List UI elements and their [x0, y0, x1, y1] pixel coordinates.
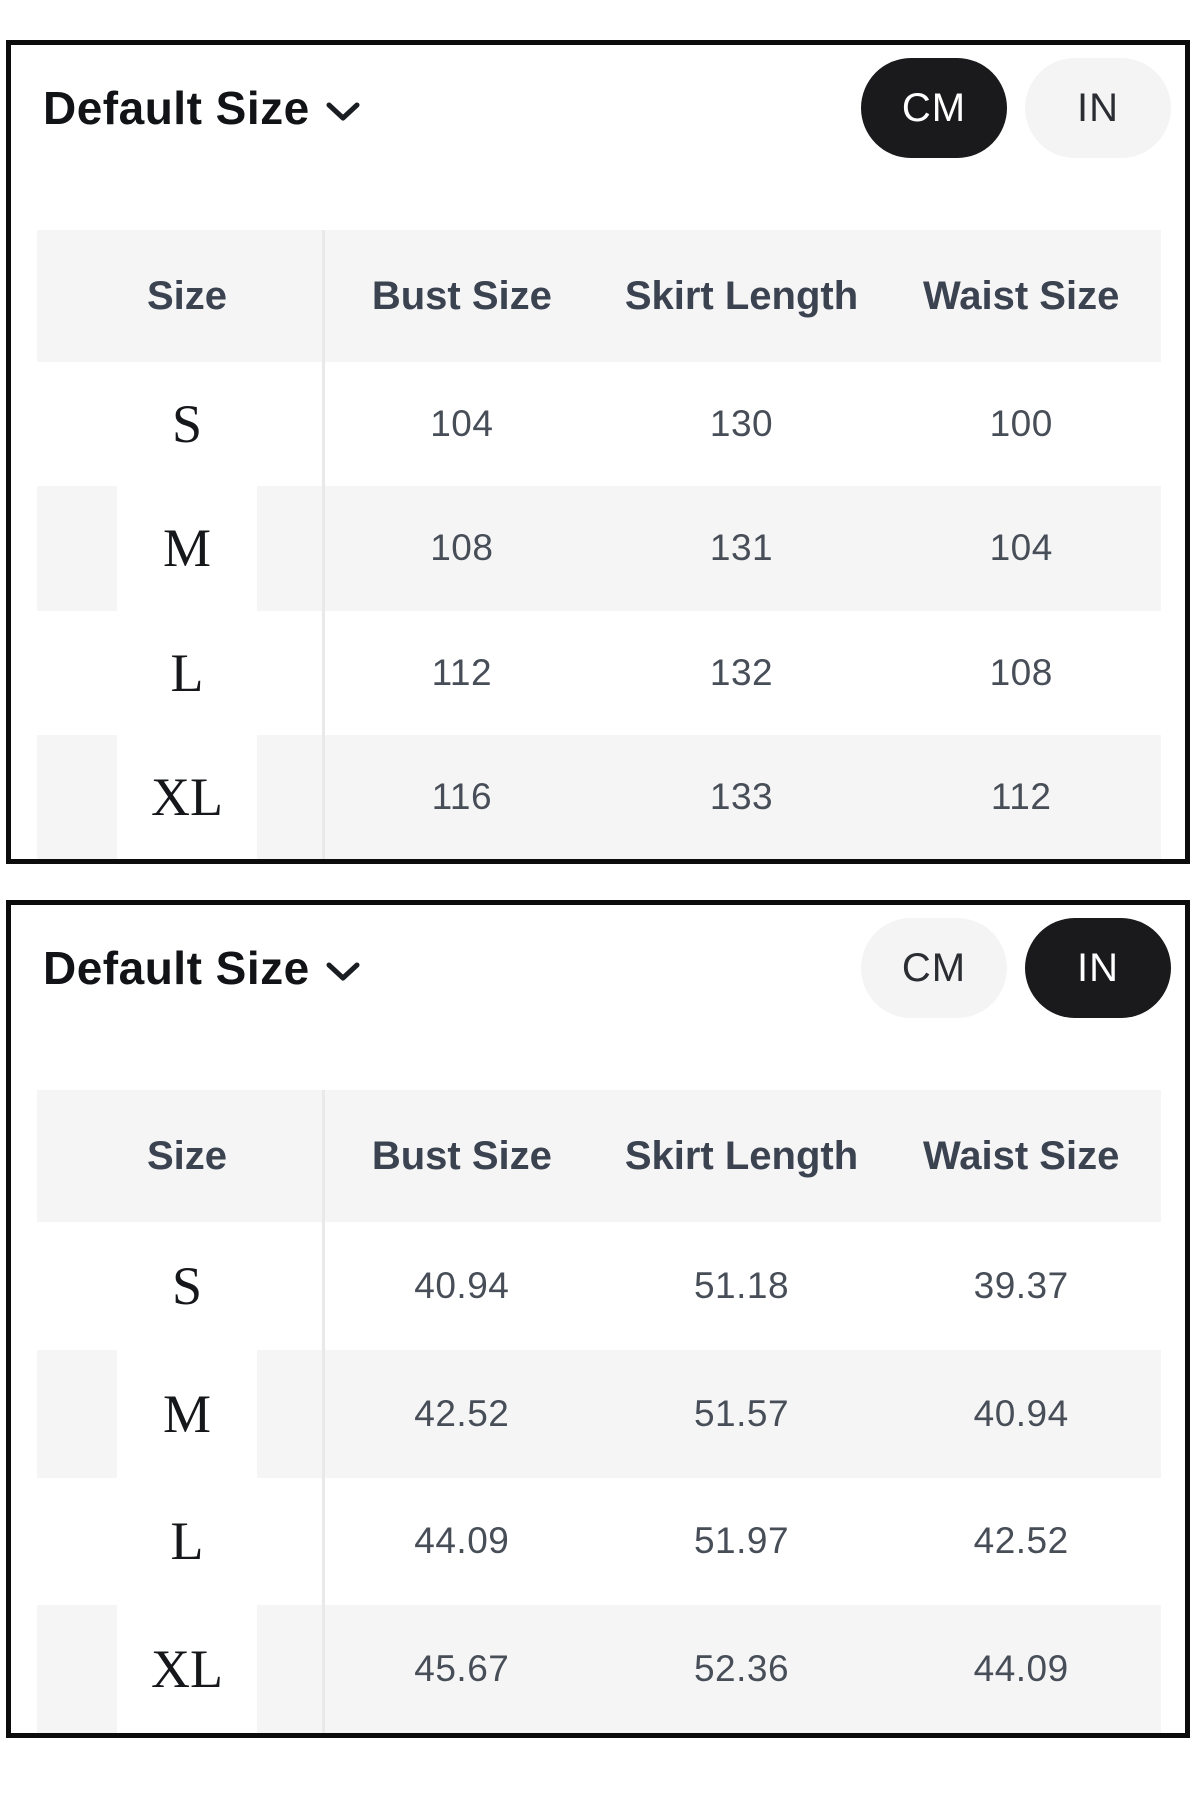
panel-header: Default Size CM IN [11, 45, 1185, 220]
bust-value: 112 [431, 651, 493, 693]
skirt-value: 130 [709, 403, 774, 445]
waist-value: 39.37 [973, 1264, 1069, 1306]
col-header-bust: Bust Size [371, 273, 552, 318]
size-label: L [170, 1511, 204, 1572]
waist-value: 40.94 [973, 1392, 1069, 1434]
table-row: L 44.09 51.97 42.52 [37, 1478, 1161, 1606]
col-header-waist: Waist Size [923, 273, 1120, 318]
table-row: M 42.52 51.57 40.94 [37, 1349, 1161, 1478]
waist-value: 100 [989, 403, 1053, 445]
size-label: L [170, 642, 204, 703]
size-label: M [162, 1383, 211, 1444]
unit-toggle-in[interactable]: IN [1025, 918, 1171, 1018]
skirt-value: 133 [709, 775, 774, 817]
unit-toggle: CM IN [861, 918, 1171, 1018]
table-row: XL 45.67 52.36 44.09 [37, 1605, 1161, 1733]
skirt-value: 51.57 [693, 1392, 790, 1434]
col-header-bust: Bust Size [371, 1133, 552, 1178]
column-divider [322, 1090, 325, 1733]
size-table: Size Bust Size Skirt Length Waist Size S… [37, 230, 1161, 859]
unit-toggle-cm[interactable]: CM [861, 58, 1007, 158]
col-header-size: Size [146, 273, 228, 318]
size-table: Size Bust Size Skirt Length Waist Size S… [37, 1090, 1161, 1733]
chevron-down-icon [326, 962, 360, 981]
col-header-skirt: Skirt Length [624, 273, 859, 318]
col-header-skirt: Skirt Length [624, 1133, 859, 1178]
size-type-label: Default Size [43, 82, 310, 134]
table-row: XL 116 133 112 [37, 734, 1161, 859]
skirt-value: 52.36 [693, 1648, 790, 1690]
column-divider [322, 230, 325, 859]
bust-value: 116 [431, 775, 493, 817]
panel-header: Default Size CM IN [11, 905, 1185, 1080]
size-type-dropdown[interactable]: Default Size [43, 923, 360, 1013]
bust-value: 104 [430, 403, 494, 445]
size-label: S [171, 1255, 203, 1316]
size-chart-panel-in: Default Size CM IN Size Bust Size Skirt … [6, 900, 1190, 1738]
bust-value: 42.52 [414, 1392, 510, 1434]
chevron-down-icon [326, 102, 360, 121]
bust-value: 44.09 [414, 1520, 510, 1562]
skirt-value: 51.18 [693, 1264, 790, 1306]
bust-value: 45.67 [414, 1648, 510, 1690]
skirt-value: 132 [709, 651, 774, 693]
size-label: XL [151, 766, 223, 827]
table-row: S 40.94 51.18 39.37 [37, 1222, 1161, 1350]
table-row: M 108 131 104 [37, 486, 1161, 611]
table-header-row: Size Bust Size Skirt Length Waist Size [37, 1090, 1161, 1222]
table-header-row: Size Bust Size Skirt Length Waist Size [37, 230, 1161, 362]
waist-value: 108 [989, 651, 1053, 693]
size-label: S [171, 394, 203, 455]
waist-value: 42.52 [973, 1520, 1069, 1562]
waist-value: 104 [989, 527, 1053, 569]
skirt-value: 131 [709, 527, 774, 569]
size-label: M [162, 518, 211, 579]
col-header-size: Size [146, 1133, 228, 1178]
size-type-dropdown[interactable]: Default Size [43, 63, 360, 153]
bust-value: 108 [430, 527, 494, 569]
table-row: L 112 132 108 [37, 611, 1161, 735]
bust-value: 40.94 [414, 1264, 510, 1306]
skirt-value: 51.97 [693, 1520, 790, 1562]
waist-value: 112 [990, 775, 1052, 817]
waist-value: 44.09 [973, 1648, 1069, 1690]
table-row: S 104 130 100 [37, 362, 1161, 486]
unit-toggle-in[interactable]: IN [1025, 58, 1171, 158]
size-label: XL [151, 1639, 223, 1700]
unit-toggle: CM IN [861, 58, 1171, 158]
col-header-waist: Waist Size [923, 1133, 1120, 1178]
size-chart-panel-cm: Default Size CM IN Size Bust Size Skirt … [6, 40, 1190, 864]
size-type-label: Default Size [43, 942, 310, 994]
unit-toggle-cm[interactable]: CM [861, 918, 1007, 1018]
